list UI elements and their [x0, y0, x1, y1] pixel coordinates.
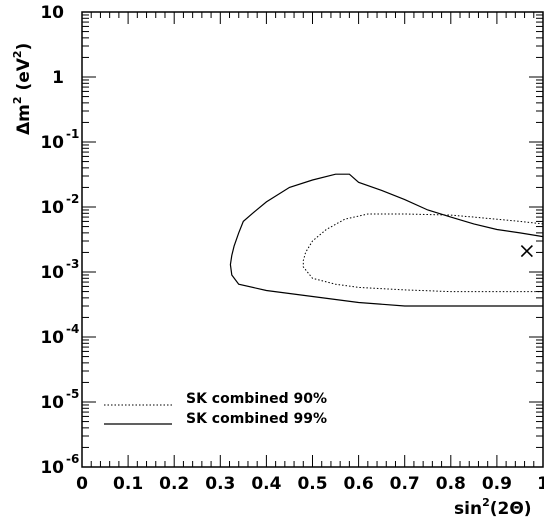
x-tick-labels: 0 0.1 0.2 0.3 0.4 0.5 0.6 0.7 0.8 0.9 1	[76, 474, 544, 494]
y-tick-label: 10	[40, 263, 64, 283]
y-tick-label: 10	[40, 458, 64, 478]
y-tick-label: 10	[40, 3, 64, 23]
legend-label-99: SK combined 99%	[186, 411, 327, 427]
legend-label-90: SK combined 90%	[186, 391, 327, 407]
x-tick-label: 0	[76, 474, 88, 494]
y-tick-label: 10	[40, 133, 64, 153]
x-tick-label: 0.6	[344, 474, 374, 494]
contour-curves	[229, 173, 544, 307]
y-tick-label: 10	[40, 198, 64, 218]
x-tick-label: 1	[537, 474, 544, 494]
y-tick-label: 10	[40, 393, 64, 413]
x-tick-label: 0.9	[482, 474, 512, 494]
best-fit-stroke	[520, 244, 533, 258]
legend: SK combined 90% SK combined 99%	[104, 391, 327, 427]
y-tick-exponent: -1	[66, 127, 79, 141]
y-tick-exponent: -4	[66, 322, 79, 336]
y-tick-label: 10	[40, 328, 64, 348]
x-tick-label: 0.4	[251, 474, 281, 494]
y-tick-exponent: -5	[66, 387, 79, 401]
best-fit-marker	[520, 244, 533, 258]
x-tick-label: 0.2	[159, 474, 189, 494]
y-tick-label: 1	[52, 68, 64, 88]
y-axis-title: Δm2 (eV2)	[11, 43, 34, 135]
y-tick-exponent: -6	[66, 452, 79, 466]
x-axis-title: sin2(2Θ)	[454, 496, 532, 519]
x-tick-label: 0.5	[297, 474, 327, 494]
y-tick-exponent: -2	[66, 192, 79, 206]
contour-sk-combined-99	[229, 173, 544, 307]
contour-sk-combined-90	[302, 213, 544, 293]
x-tick-label: 0.8	[436, 474, 466, 494]
x-tick-label: 0.7	[390, 474, 420, 494]
x-tick-label: 0.3	[205, 474, 235, 494]
x-tick-label: 0.1	[113, 474, 143, 494]
y-tick-exponent: -3	[66, 257, 79, 271]
